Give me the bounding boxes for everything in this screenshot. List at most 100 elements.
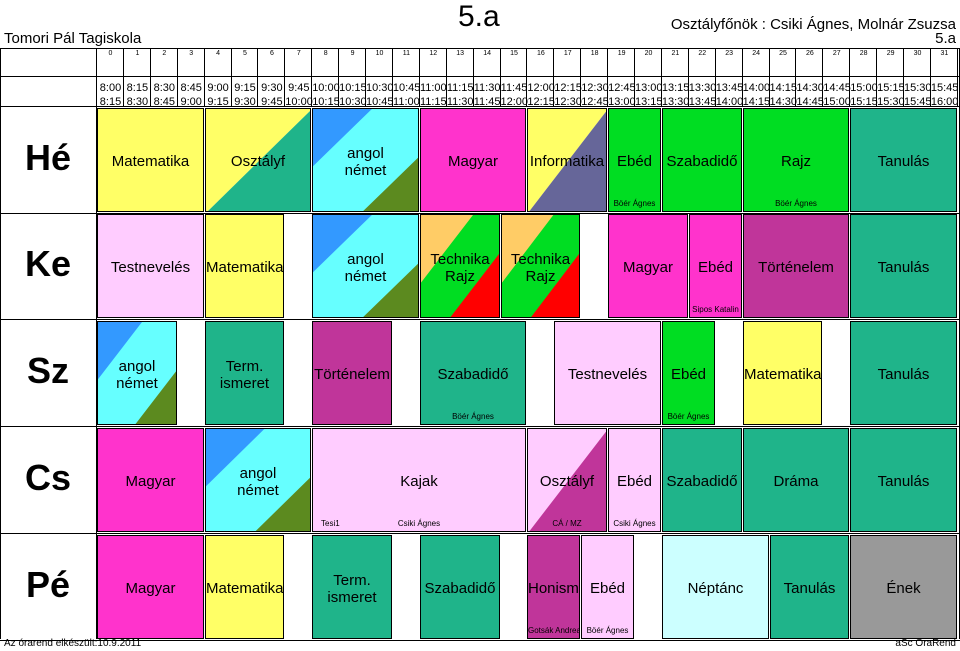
lesson-cell[interactable]: Osztályf CÁ / MZ — [527, 428, 607, 532]
lesson-cell[interactable]: Matematika — [743, 321, 822, 425]
lesson-subject: Magyar — [98, 473, 203, 490]
lesson-cell[interactable]: Tanulás — [850, 214, 957, 318]
form-teachers: Osztályfőnök : Csiki Ágnes, Molnár Zsuzs… — [670, 16, 956, 33]
lesson-cell[interactable]: Szabadidő — [662, 428, 742, 532]
lesson-fill — [663, 536, 768, 638]
lesson-cell[interactable]: angol német — [205, 428, 311, 532]
period-start-time: 11:30 — [473, 82, 501, 94]
lesson-fill — [206, 215, 283, 317]
lesson-subject: Testnevelés — [555, 366, 660, 383]
lesson-fill — [582, 536, 633, 638]
lesson-cell[interactable]: Tanulás — [850, 428, 957, 532]
lesson-cell[interactable]: Néptánc — [662, 535, 769, 639]
lesson-cell[interactable]: Tanulás — [850, 321, 957, 425]
grid-line — [0, 533, 960, 534]
lesson-background — [206, 109, 310, 211]
lesson-cell[interactable]: Történelem — [312, 321, 392, 425]
lesson-cell[interactable]: angol német — [312, 214, 419, 318]
lesson-background — [744, 322, 821, 424]
period-start-time: 10:45 — [392, 82, 421, 94]
lesson-subject: Magyar — [421, 153, 525, 170]
lesson-cell[interactable]: Magyar — [420, 108, 526, 212]
period-number: 31 — [940, 50, 949, 57]
lesson-cell[interactable]: Szabadidő Böér Ágnes — [420, 321, 526, 425]
grid-line — [661, 48, 662, 106]
lesson-cell[interactable]: Tanulás — [850, 108, 957, 212]
lesson-teacher: Böér Ágnes — [775, 199, 817, 208]
lesson-subject-line: Magyar — [125, 473, 176, 490]
lesson-fill — [851, 215, 956, 317]
period-time: 10:00 10:15 — [312, 81, 340, 109]
lesson-cell[interactable]: Magyar — [97, 428, 204, 532]
lesson-cell[interactable]: Szabadidő — [662, 108, 742, 212]
lesson-subject-line: Ebéd — [589, 580, 626, 597]
lesson-cell[interactable]: Ebéd Sipos Katalin — [689, 214, 742, 318]
lesson-cell[interactable]: Magyar — [608, 214, 688, 318]
lesson-cell[interactable]: Ebéd Böér Ágnes — [581, 535, 634, 639]
lesson-cell[interactable]: Osztályf — [205, 108, 311, 212]
lesson-cell[interactable]: Kajak Csiki Ágnes Tesi1 — [312, 428, 526, 532]
lesson-cell[interactable]: Dráma — [743, 428, 849, 532]
lesson-background — [313, 215, 418, 317]
period-start-time: 9:15 — [234, 82, 256, 94]
lesson-subject-line: angol — [347, 251, 384, 268]
lesson-cell[interactable]: Magyar — [97, 535, 204, 639]
period-time: 14:30 14:45 — [796, 81, 824, 109]
lesson-fill-upper — [98, 322, 142, 380]
lesson-background — [851, 429, 956, 531]
lesson-fill — [690, 215, 741, 317]
period-end-time: 8:30 — [126, 96, 149, 108]
period-time: 15:00 15:15 — [850, 81, 878, 109]
grid-line — [0, 426, 960, 427]
lesson-cell[interactable]: Technika Rajz — [420, 214, 500, 318]
lesson-cell[interactable]: Matematika — [97, 108, 204, 212]
period-time: 10:15 10:30 — [339, 81, 367, 109]
lesson-subject: Szabadidő — [421, 366, 525, 383]
lesson-cell[interactable]: Ének — [850, 535, 957, 639]
lesson-cell[interactable]: Matematika — [205, 214, 284, 318]
lesson-cell[interactable]: Testnevelés — [97, 214, 204, 318]
period-time: 11:45 12:00 — [501, 81, 529, 109]
lesson-cell[interactable]: Informatika — [527, 108, 607, 212]
lesson-cell[interactable]: Technika Rajz — [501, 214, 580, 318]
period-end-time: 13:45 — [688, 96, 717, 108]
lesson-fill — [744, 215, 848, 317]
lesson-background — [206, 322, 283, 424]
lesson-subject: Matematika — [98, 153, 203, 170]
lesson-cell[interactable]: Term. ismeret — [205, 321, 284, 425]
lesson-subject: Technika Rajz — [502, 251, 579, 285]
lesson-subject-line: Dráma — [773, 473, 819, 490]
lesson-fill — [663, 109, 741, 211]
lesson-cell[interactable]: Honismer Gotsák Andrea — [527, 535, 580, 639]
lesson-teacher: Csiki Ágnes — [613, 519, 656, 528]
period-number: 3 — [189, 50, 194, 57]
lesson-cell[interactable]: Term. ismeret — [312, 535, 392, 639]
lesson-subject-line: Honismer — [528, 580, 579, 597]
grid-line — [0, 48, 960, 49]
period-time: 15:15 15:30 — [877, 81, 905, 109]
period-end-time: 11:15 — [419, 96, 447, 108]
lesson-cell[interactable]: Matematika — [205, 535, 284, 639]
lesson-cell[interactable]: Rajz Böér Ágnes — [743, 108, 849, 212]
period-start-time: 8:00 — [99, 82, 122, 94]
lesson-cell[interactable]: angol német — [312, 108, 419, 212]
lesson-background — [744, 429, 848, 531]
period-number: 15 — [510, 50, 518, 57]
lesson-cell[interactable]: Szabadidő — [420, 535, 500, 639]
lesson-cell[interactable]: Ebéd Csiki Ágnes — [608, 428, 661, 532]
lesson-fill — [313, 429, 525, 531]
lesson-cell[interactable]: Ebéd Böér Ágnes — [608, 108, 661, 212]
lesson-fill — [609, 215, 687, 317]
period-number: 12 — [429, 50, 438, 57]
lesson-cell[interactable]: Tanulás — [770, 535, 849, 639]
period-start-time: 15:45 — [930, 82, 959, 94]
lesson-cell[interactable]: angol német — [97, 321, 177, 425]
lesson-fill — [851, 322, 956, 424]
lesson-subject: Osztályf — [528, 473, 606, 490]
lesson-cell[interactable]: Testnevelés — [554, 321, 661, 425]
lesson-cell[interactable]: Ebéd Böér Ágnes — [662, 321, 715, 425]
period-start-time: 14:45 — [823, 82, 851, 94]
lesson-subject-line: Tanulás — [877, 366, 930, 383]
grid-line — [0, 319, 960, 320]
lesson-cell[interactable]: Történelem — [743, 214, 849, 318]
